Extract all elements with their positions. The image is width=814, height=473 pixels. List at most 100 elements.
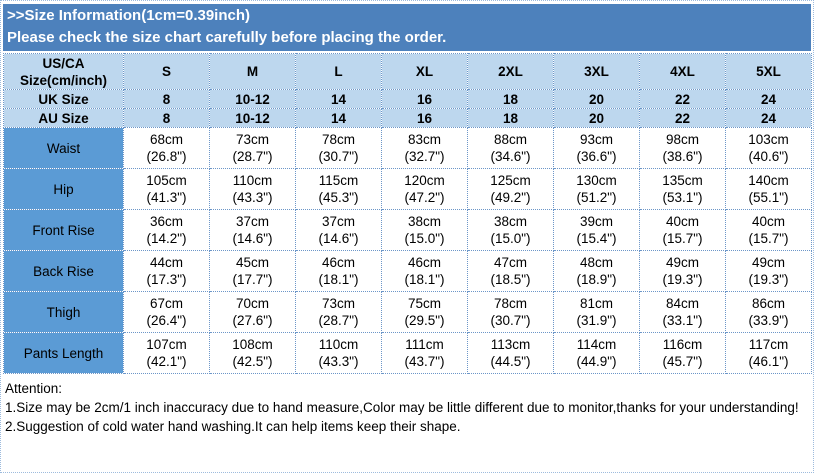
size-column-header: 4XL (639, 53, 726, 90)
measurement-cell: 40cm (15.7") (725, 209, 812, 251)
attention-title: Attention: (5, 381, 63, 396)
measurement-cell: 36cm (14.2") (123, 209, 210, 251)
measurement-cell: 107cm (42.1") (123, 332, 210, 374)
measurement-cell: 130cm (51.2") (553, 168, 640, 210)
measurement-row: Thigh 67cm (26.4") 70cm (27.6") 73cm (28.7"… (3, 291, 812, 333)
measurement-cell: 38cm (15.0") (381, 209, 468, 251)
measurement-cell: 135cm (53.1") (639, 168, 726, 210)
measurement-label: Waist (3, 127, 124, 169)
size-row-value: 18 (467, 89, 554, 109)
measurement-cell: 93cm (36.6") (553, 127, 640, 169)
measurement-label: Pants Length (3, 332, 124, 374)
measurement-cell: 108cm (42.5") (209, 332, 296, 374)
banner-subtitle: Please check the size chart carefully be… (7, 29, 447, 46)
measurement-row: Pants Length 107cm (42.1") 108cm (42.5") 11… (3, 332, 812, 374)
measurement-cell: 110cm (43.3") (209, 168, 296, 210)
size-table: US/CA Size(cm/inch) S M L XL 2XL 3XL 4XL 5XL UK S… (3, 53, 812, 374)
measurement-cell: 37cm (14.6") (209, 209, 296, 251)
measurement-cell: 110cm (43.3") (295, 332, 382, 374)
size-header-row: US/CA Size(cm/inch) S M L XL 2XL 3XL 4XL 5XL (3, 53, 812, 90)
measurement-cell: 125cm (49.2") (467, 168, 554, 210)
measurement-cell: 40cm (15.7") (639, 209, 726, 251)
measurement-cell: 48cm (18.9") (553, 250, 640, 292)
measurement-cell: 75cm (29.5") (381, 291, 468, 333)
measurement-cell: 105cm (41.3") (123, 168, 210, 210)
attention-note-2: 2.Suggestion of cold water hand washing.… (5, 419, 461, 434)
size-row-value: 14 (295, 89, 382, 109)
measurement-cell: 78cm (30.7") (295, 127, 382, 169)
uk-size-row: UK Size 8 10-12 14 16 18 20 22 24 (3, 89, 812, 109)
measurement-cell: 113cm (44.5") (467, 332, 554, 374)
size-row-value: 20 (553, 89, 640, 109)
measurement-cell: 44cm (17.3") (123, 250, 210, 292)
measurement-cell: 38cm (15.0") (467, 209, 554, 251)
measurement-cell: 117cm (46.1") (725, 332, 812, 374)
measurement-cell: 47cm (18.5") (467, 250, 554, 292)
measurement-cell: 37cm (14.6") (295, 209, 382, 251)
measurement-cell: 116cm (45.7") (639, 332, 726, 374)
size-row-value: 10-12 (209, 108, 296, 128)
measurement-label: Thigh (3, 291, 124, 333)
measurement-cell: 114cm (44.9") (553, 332, 640, 374)
measurement-cell: 81cm (31.9") (553, 291, 640, 333)
size-row-value: 14 (295, 108, 382, 128)
measurement-cell: 120cm (47.2") (381, 168, 468, 210)
size-row-value: 8 (123, 108, 210, 128)
measurement-cell: 49cm (19.3") (639, 250, 726, 292)
measurement-cell: 103cm (40.6") (725, 127, 812, 169)
size-column-header: 2XL (467, 53, 554, 90)
measurement-cell: 73cm (28.7") (295, 291, 382, 333)
measurement-cell: 83cm (32.7") (381, 127, 468, 169)
measurement-label: Back Rise (3, 250, 124, 292)
size-column-header: 3XL (553, 53, 640, 90)
attention-note-1: 1.Size may be 2cm/1 inch inaccuracy due … (5, 400, 799, 415)
au-size-row: AU Size 8 10-12 14 16 18 20 22 24 (3, 108, 812, 128)
measurement-row: Back Rise 44cm (17.3") 45cm (17.7") 46cm (1… (3, 250, 812, 292)
measurement-cell: 49cm (19.3") (725, 250, 812, 292)
corner-header-cell: US/CA Size(cm/inch) (3, 53, 124, 90)
measurement-cell: 45cm (17.7") (209, 250, 296, 292)
size-row-value: 16 (381, 108, 468, 128)
size-row-value: 22 (639, 89, 726, 109)
measurement-cell: 73cm (28.7") (209, 127, 296, 169)
banner-title: >>Size Information(1cm=0.39inch) (7, 7, 250, 24)
size-row-value: 22 (639, 108, 726, 128)
size-column-header: M (209, 53, 296, 90)
measurement-cell: 98cm (38.6") (639, 127, 726, 169)
measurement-cell: 39cm (15.4") (553, 209, 640, 251)
attention-section: Attention: 1.Size may be 2cm/1 inch inac… (3, 374, 811, 436)
size-column-header: 5XL (725, 53, 812, 90)
measurement-cell: 68cm (26.8") (123, 127, 210, 169)
size-column-header: L (295, 53, 382, 90)
size-column-header: XL (381, 53, 468, 90)
measurement-cell: 84cm (33.1") (639, 291, 726, 333)
measurement-cell: 88cm (34.6") (467, 127, 554, 169)
size-row-value: 18 (467, 108, 554, 128)
size-table-body: US/CA Size(cm/inch) S M L XL 2XL 3XL 4XL 5XL UK S… (3, 53, 812, 374)
measurement-cell: 140cm (55.1") (725, 168, 812, 210)
size-info-banner: >>Size Information(1cm=0.39inch) Please … (3, 4, 811, 51)
size-row-label: UK Size (3, 89, 124, 109)
measurement-label: Hip (3, 168, 124, 210)
measurement-cell: 86cm (33.9") (725, 291, 812, 333)
measurement-cell: 111cm (43.7") (381, 332, 468, 374)
measurement-row: Front Rise 36cm (14.2") 37cm (14.6") 37cm (… (3, 209, 812, 251)
size-row-value: 16 (381, 89, 468, 109)
measurement-cell: 67cm (26.4") (123, 291, 210, 333)
measurement-cell: 70cm (27.6") (209, 291, 296, 333)
measurement-cell: 115cm (45.3") (295, 168, 382, 210)
size-row-value: 24 (725, 89, 812, 109)
measurement-cell: 46cm (18.1") (381, 250, 468, 292)
size-row-value: 24 (725, 108, 812, 128)
measurement-cell: 78cm (30.7") (467, 291, 554, 333)
measurement-cell: 46cm (18.1") (295, 250, 382, 292)
size-row-value: 10-12 (209, 89, 296, 109)
measurement-row: Waist 68cm (26.8") 73cm (28.7") 78cm (30.7"… (3, 127, 812, 169)
measurement-label: Front Rise (3, 209, 124, 251)
size-column-header: S (123, 53, 210, 90)
size-row-value: 8 (123, 89, 210, 109)
measurement-row: Hip 105cm (41.3") 110cm (43.3") 115cm (45.3… (3, 168, 812, 210)
size-row-label: AU Size (3, 108, 124, 128)
size-row-value: 20 (553, 108, 640, 128)
